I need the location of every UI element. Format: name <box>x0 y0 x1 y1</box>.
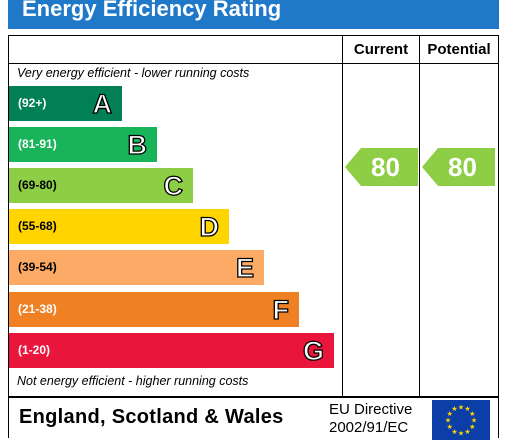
band-letter-e: E <box>235 252 254 283</box>
divider-potential <box>419 35 420 397</box>
eu-directive-number: 2002/91/EC <box>329 419 409 436</box>
eu-star-icon: ★ <box>447 410 453 418</box>
eu-flag-icon: ★ ★ ★ ★ ★ ★ ★ ★ ★ ★ ★ ★ <box>432 400 490 440</box>
band-range-e: (39-54) <box>18 260 57 274</box>
eu-star-icon: ★ <box>464 405 470 413</box>
band-g: (1-20) G <box>9 333 334 368</box>
band-range-c: (69-80) <box>18 178 57 192</box>
eu-star-icon: ★ <box>445 417 451 425</box>
note-bottom: Not energy efficient - higher running co… <box>17 374 249 388</box>
chart-title: Energy Efficiency Rating <box>22 0 282 21</box>
band-d: (55-68) D <box>9 209 229 244</box>
eu-star-icon: ★ <box>458 430 464 438</box>
eu-star-icon: ★ <box>447 423 453 431</box>
band-b: (81-91) B <box>9 127 157 162</box>
rating-frame <box>8 35 499 397</box>
current-rating-arrow: 80 <box>345 148 418 186</box>
footer <box>8 397 499 438</box>
band-letter-g: G <box>302 335 324 366</box>
band-letter-c: C <box>163 170 184 201</box>
eu-star-icon: ★ <box>469 410 475 418</box>
band-range-g: (1-20) <box>18 343 51 357</box>
current-rating-value: 80 <box>371 152 400 182</box>
eu-star-icon: ★ <box>464 428 470 436</box>
band-a: (92+) A <box>9 86 122 121</box>
header-divider <box>9 63 498 64</box>
note-top: Very energy efficient - lower running co… <box>17 66 250 80</box>
band-range-d: (55-68) <box>18 219 57 233</box>
band-e: (39-54) E <box>9 250 264 285</box>
column-header-potential: Potential <box>427 41 491 58</box>
column-header-current: Current <box>353 41 409 58</box>
band-letter-d: D <box>199 211 220 242</box>
potential-rating-arrow: 80 <box>422 148 495 186</box>
region-label: England, Scotland & Wales <box>19 406 284 428</box>
eu-star-icon: ★ <box>451 405 457 413</box>
band-range-a: (92+) <box>18 96 47 110</box>
band-range-f: (21-38) <box>18 302 57 316</box>
eu-star-icon: ★ <box>471 417 477 425</box>
eu-star-icon: ★ <box>458 404 464 412</box>
band-f: (21-38) F <box>9 292 299 327</box>
potential-rating-value: 80 <box>448 152 477 182</box>
band-letter-a: A <box>92 88 113 119</box>
title-bar: Energy Efficiency Rating <box>8 0 499 29</box>
band-letter-b: B <box>127 129 148 160</box>
band-letter-f: F <box>272 294 290 325</box>
band-range-b: (81-91) <box>18 137 57 151</box>
band-c: (69-80) C <box>9 168 193 203</box>
eu-star-icon: ★ <box>469 423 475 431</box>
divider-current <box>342 35 343 397</box>
eu-directive-label: EU Directive <box>329 401 413 418</box>
